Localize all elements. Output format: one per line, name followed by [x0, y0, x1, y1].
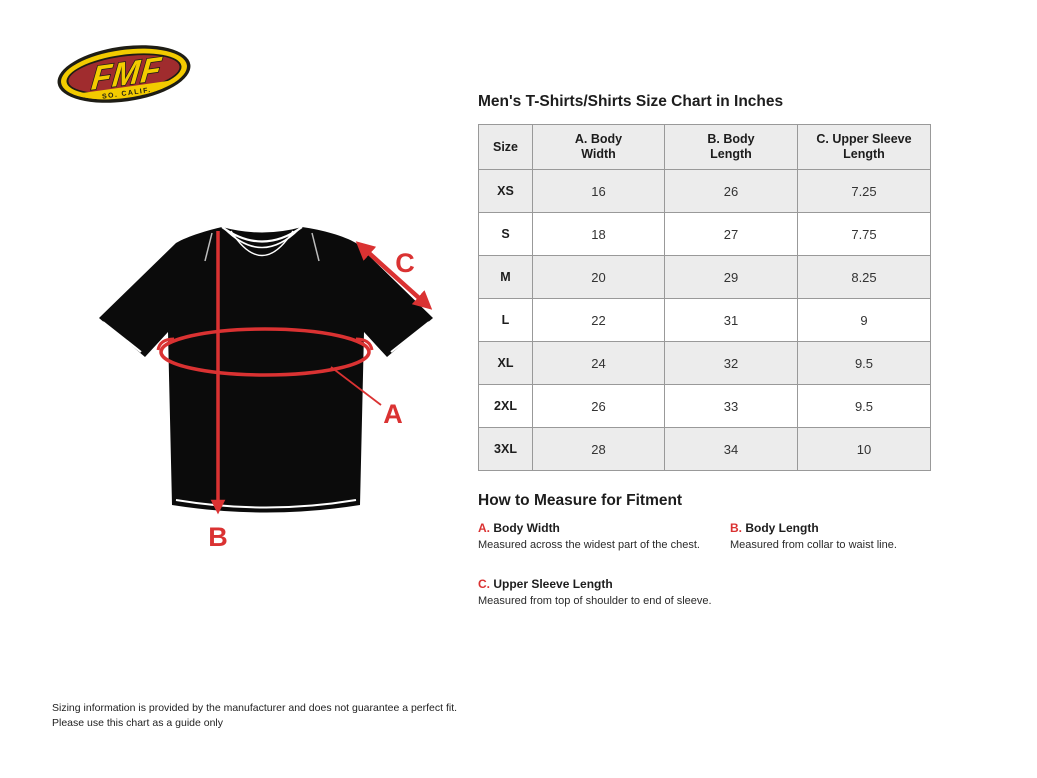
size-cell: 2XL: [478, 384, 533, 428]
body-length-cell: 29: [664, 255, 798, 299]
table-row-xl: XL 24 32 9.5: [478, 341, 931, 385]
sleeve-length-cell: 7.25: [797, 169, 931, 213]
sleeve-length-cell: 9.5: [797, 341, 931, 385]
fmf-logo-oval: FMF SO. CALIF.: [57, 45, 191, 106]
body-width-cell: 16: [532, 169, 665, 213]
sleeve-length-measure-arrow: [355, 241, 433, 310]
body-length-cell: 27: [664, 212, 798, 256]
column-header-text: Length: [710, 147, 752, 161]
column-header-body-length: B. Body Length: [664, 124, 798, 170]
footer-line-1: Sizing information is provided by the ma…: [52, 702, 458, 714]
measure-item-sleeve-length: C. Upper Sleeve Length Measured from top…: [478, 577, 730, 607]
size-cell: XS: [478, 169, 533, 213]
column-header-text: Width: [581, 147, 616, 161]
body-width-measure-ellipse: [159, 327, 371, 377]
table-row-l: L 22 31 9: [478, 298, 931, 342]
how-to-measure-title: How to Measure for Fitment: [478, 492, 683, 509]
ellipse-left-hook: [156, 337, 175, 351]
body-width-cell: 22: [532, 298, 665, 342]
column-header-text: A. Body: [574, 132, 623, 146]
table-row-s: S 18 27 7.75: [478, 212, 931, 256]
column-header-text: B. Body: [707, 132, 755, 146]
fmf-logo: FMF SO. CALIF.: [57, 45, 191, 106]
size-cell: L: [478, 298, 533, 342]
sleeve-length-cell: 7.75: [797, 212, 931, 256]
collar-line-inner: [230, 230, 294, 257]
left-shoulder-seam: [204, 232, 213, 262]
measure-item-heading: A. Body Width: [478, 521, 730, 535]
footer-line-2: Please use this chart as a guide only: [52, 717, 224, 729]
size-chart-table: Size A. Body Width B. Body Length C. Upper…: [478, 124, 931, 471]
right-shoulder-seam: [311, 232, 320, 262]
footer-disclaimer: Sizing information is provided by the ma…: [52, 701, 457, 731]
measure-item-heading: B. Body Length: [730, 521, 930, 535]
column-header-body-width: A. Body Width: [532, 124, 665, 170]
body-length-cell: 33: [664, 384, 798, 428]
hem-line: [175, 499, 357, 509]
table-row-3xl: 3XL 28 34 10: [478, 427, 931, 471]
sleeve-length-cell: 9.5: [797, 384, 931, 428]
size-chart-title: Men's T-Shirts/Shirts Size Chart in Inch…: [478, 93, 784, 110]
left-cuff-line: [102, 321, 142, 353]
measure-label-c: C: [395, 248, 415, 278]
column-header-text: C. Upper Sleeve: [816, 132, 912, 146]
size-chart-section: Men's T-Shirts/Shirts Size Chart in Inch…: [478, 92, 931, 607]
right-cuff-line: [390, 321, 430, 353]
measure-label: Body Width: [493, 521, 560, 535]
body-length-cell: 26: [664, 169, 798, 213]
table-header-row: Size A. Body Width B. Body Length C. Upper…: [478, 124, 931, 170]
measure-prefix: A.: [478, 521, 490, 535]
measure-prefix: C.: [478, 577, 490, 591]
body-width-cell: 26: [532, 384, 665, 428]
measure-description: Measured from collar to waist line.: [730, 539, 897, 551]
collar-line-mid: [224, 228, 300, 249]
body-width-cell: 18: [532, 212, 665, 256]
measure-label-a: A: [383, 399, 403, 429]
measure-item-body-length: B. Body Length Measured from collar to w…: [730, 521, 930, 551]
measure-description: Measured across the widest part of the c…: [478, 539, 700, 551]
measure-label-b: B: [208, 522, 228, 552]
sleeve-length-cell: 10: [797, 427, 931, 471]
measure-item-heading: C. Upper Sleeve Length: [478, 577, 730, 591]
table-row-xs: XS 16 26 7.25: [478, 169, 931, 213]
measure-description: Measured from top of shoulder to end of …: [478, 595, 712, 607]
size-cell: XL: [478, 341, 533, 385]
body-width-cell: 28: [532, 427, 665, 471]
measure-label: Body Length: [745, 521, 819, 535]
how-to-measure-grid: A. Body Width Measured across the widest…: [478, 521, 930, 607]
column-header-size: Size: [478, 124, 533, 170]
sleeve-length-cell: 8.25: [797, 255, 931, 299]
column-header-text: Size: [492, 139, 518, 154]
collar-line-outer: [221, 226, 303, 243]
body-width-cell: 24: [532, 341, 665, 385]
sleeve-length-cell: 9: [797, 298, 931, 342]
size-cell: M: [478, 255, 533, 299]
ellipse-right-hook: [355, 337, 374, 351]
column-header-text: Length: [843, 147, 885, 161]
table-row-2xl: 2XL 26 33 9.5: [478, 384, 931, 428]
body-length-cell: 31: [664, 298, 798, 342]
tshirt-silhouette: [99, 227, 433, 513]
body-width-pointer-line: [330, 366, 382, 406]
size-cell: S: [478, 212, 533, 256]
body-length-cell: 32: [664, 341, 798, 385]
table-row-m: M 20 29 8.25: [478, 255, 931, 299]
column-header-sleeve-length: C. Upper Sleeve Length: [797, 124, 931, 170]
measure-label: Upper Sleeve Length: [493, 577, 613, 591]
size-cell: 3XL: [478, 427, 533, 471]
tshirt-measurement-diagram: A B C: [99, 226, 433, 552]
measure-prefix: B.: [730, 521, 742, 535]
body-width-cell: 20: [532, 255, 665, 299]
body-length-cell: 34: [664, 427, 798, 471]
measure-item-body-width: A. Body Width Measured across the widest…: [478, 521, 730, 551]
